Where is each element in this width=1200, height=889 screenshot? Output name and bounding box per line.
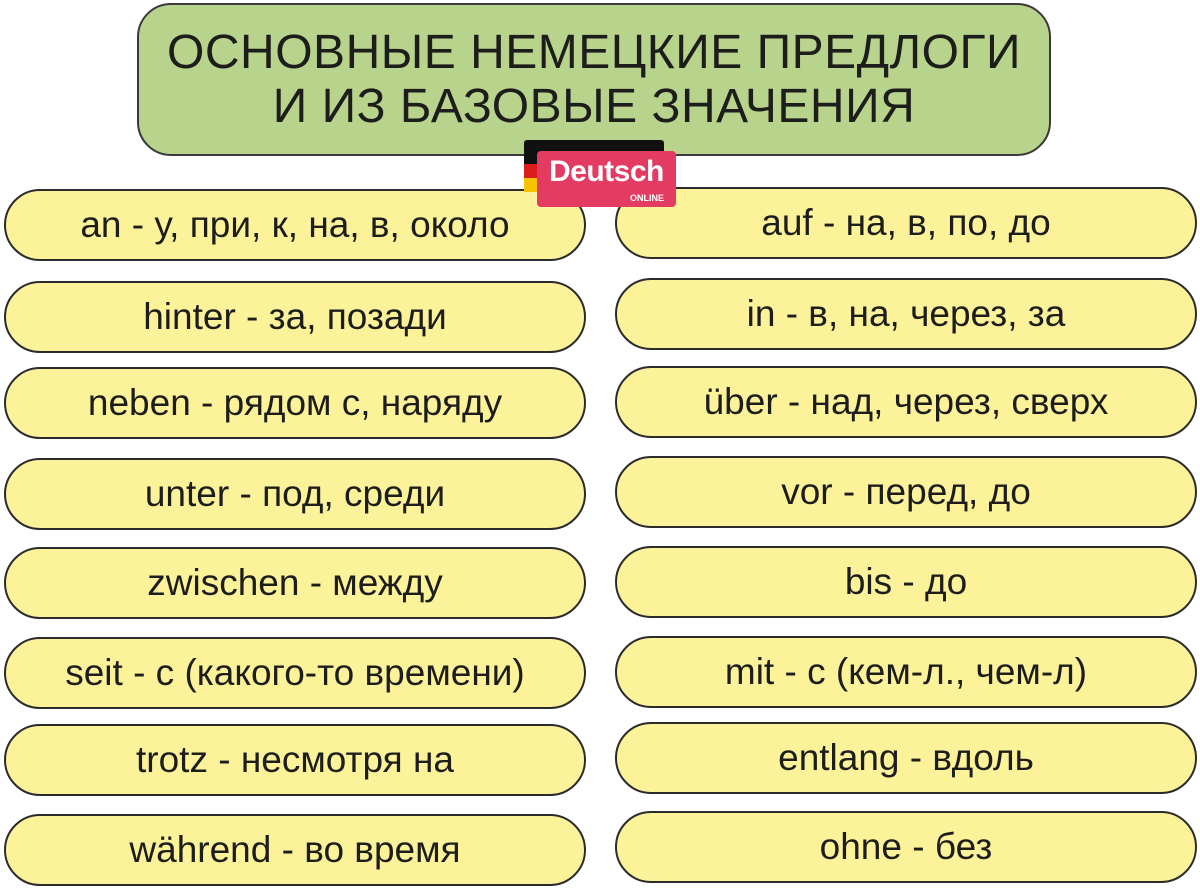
preposition-an: an - у, при, к, на, в, около bbox=[4, 189, 586, 261]
preposition-seit: seit - с (какого-то времени) bbox=[4, 637, 586, 709]
preposition-vor: vor - перед, до bbox=[615, 456, 1197, 528]
german-flag-icon bbox=[524, 150, 538, 192]
preposition-waehrend: während - во время bbox=[4, 814, 586, 886]
preposition-entlang: entlang - вдоль bbox=[615, 722, 1197, 794]
preposition-zwischen: zwischen - между bbox=[4, 547, 586, 619]
title-banner: ОСНОВНЫЕ НЕМЕЦКИЕ ПРЕДЛОГИ И ИЗ БАЗОВЫЕ … bbox=[137, 3, 1051, 156]
logo-word: Deutsch bbox=[549, 155, 664, 188]
preposition-bis: bis - до bbox=[615, 546, 1197, 618]
preposition-neben: neben - рядом с, наряду bbox=[4, 367, 586, 439]
preposition-hinter: hinter - за, позади bbox=[4, 281, 586, 353]
preposition-ohne: ohne - без bbox=[615, 811, 1197, 883]
title-line-1: ОСНОВНЫЕ НЕМЕЦКИЕ ПРЕДЛОГИ bbox=[167, 25, 1021, 79]
preposition-mit: mit - с (кем-л., чем-л) bbox=[615, 636, 1197, 708]
preposition-auf: auf - на, в, по, до bbox=[615, 187, 1197, 259]
preposition-in: in - в, на, через, за bbox=[615, 278, 1197, 350]
preposition-trotz: trotz - несмотря на bbox=[4, 724, 586, 796]
logo-box: Deutsch ONLINE bbox=[537, 151, 676, 207]
preposition-unter: unter - под, среди bbox=[4, 458, 586, 530]
preposition-ueber: über - над, через, сверх bbox=[615, 366, 1197, 438]
logo-sub: ONLINE bbox=[629, 193, 664, 203]
deutsch-online-logo: Deutsch ONLINE bbox=[524, 140, 676, 208]
title-line-2: И ИЗ БАЗОВЫЕ ЗНАЧЕНИЯ bbox=[272, 79, 916, 133]
